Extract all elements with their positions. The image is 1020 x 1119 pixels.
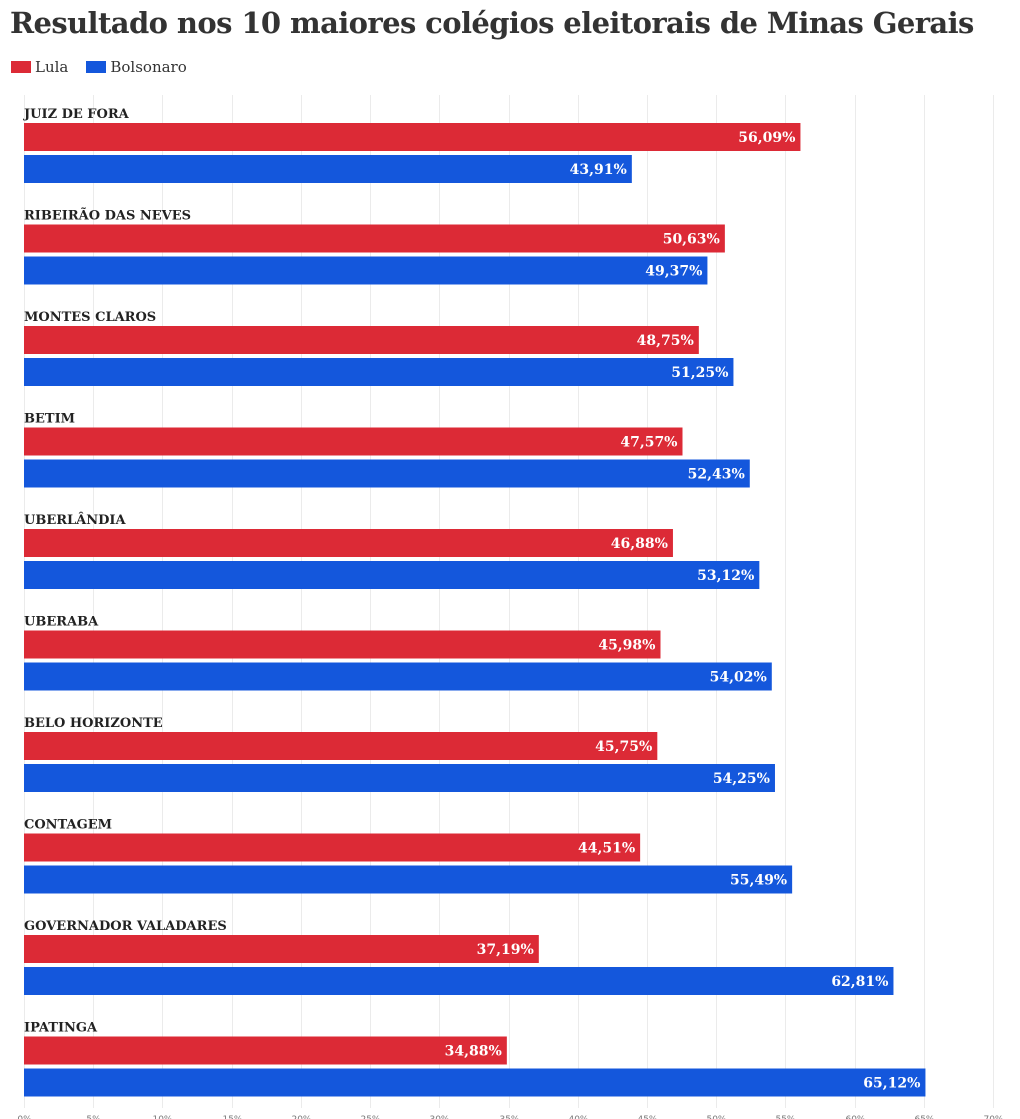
data-label-lula: 47,57% bbox=[620, 435, 677, 451]
bar-lula bbox=[24, 1036, 507, 1065]
data-label-bolsonaro: 65,12% bbox=[863, 1076, 920, 1092]
data-label-bolsonaro: 55,49% bbox=[730, 873, 787, 889]
bar-lula bbox=[24, 529, 673, 557]
x-tick-label: 35% bbox=[499, 1115, 519, 1119]
x-tick-label: 0% bbox=[17, 1115, 32, 1119]
category-group-uberlandia: UBERLÂNDIA 46,88% 53,12% bbox=[24, 512, 760, 589]
data-label-lula: 48,75% bbox=[637, 333, 694, 349]
legend-item-lula: Lula bbox=[11, 58, 68, 76]
bar-lula bbox=[24, 326, 699, 354]
bar-lula bbox=[24, 630, 661, 659]
bar-lula bbox=[24, 123, 801, 151]
x-axis-ticks: 0% 5% 10% 15% 20% 25% 30% 35% 40% 45% 50% 55% 60% 65%… bbox=[17, 1115, 1004, 1119]
x-tick-label: 10% bbox=[152, 1115, 172, 1119]
data-label-bolsonaro: 62,81% bbox=[831, 974, 888, 990]
legend-label-lula: Lula bbox=[35, 58, 69, 76]
x-tick-label: 60% bbox=[845, 1115, 865, 1119]
category-group-contagem: CONTAGEM 44,51% 55,49% bbox=[24, 818, 793, 894]
bar-bolsonaro bbox=[24, 764, 775, 792]
category-label: UBERLÂNDIA bbox=[24, 512, 127, 528]
category-group-belo-horizonte: BELO HORIZONTE 45,75% 54,25% bbox=[24, 716, 775, 792]
category-label: RIBEIRÃO DAS NEVES bbox=[24, 208, 191, 224]
data-label-bolsonaro: 54,25% bbox=[713, 771, 770, 787]
x-tick-label: 25% bbox=[360, 1115, 380, 1119]
data-label-bolsonaro: 43,91% bbox=[570, 162, 627, 178]
data-label-lula: 45,75% bbox=[595, 739, 652, 755]
bar-bolsonaro bbox=[24, 358, 734, 386]
data-label-bolsonaro: 51,25% bbox=[671, 365, 728, 381]
category-group-montes-claros: MONTES CLAROS 48,75% 51,25% bbox=[24, 310, 734, 386]
legend: Lula Bolsonaro bbox=[11, 58, 205, 76]
data-label-bolsonaro: 53,12% bbox=[697, 568, 754, 584]
x-tick-label: 55% bbox=[775, 1115, 795, 1119]
category-group-betim: BETIM 47,57% 52,43% bbox=[24, 412, 750, 488]
data-label-lula: 44,51% bbox=[578, 841, 635, 857]
category-label: MONTES CLAROS bbox=[24, 310, 156, 325]
data-label-lula: 34,88% bbox=[445, 1044, 502, 1060]
x-tick-label: 50% bbox=[706, 1115, 726, 1119]
category-group-governador-valadares: GOVERNADOR VALADARES 37,19% 62,81% bbox=[24, 919, 894, 995]
data-label-lula: 50,63% bbox=[663, 232, 720, 248]
category-label: CONTAGEM bbox=[24, 818, 112, 833]
bar-lula bbox=[24, 427, 683, 456]
x-tick-label: 20% bbox=[291, 1115, 311, 1119]
x-tick-label: 5% bbox=[86, 1115, 101, 1119]
legend-swatch-lula bbox=[11, 61, 31, 73]
data-label-lula: 56,09% bbox=[738, 130, 795, 146]
category-label: UBERABA bbox=[24, 615, 99, 630]
category-group-ribeirao-das-neves: RIBEIRÃO DAS NEVES 50,63% 49,37% bbox=[24, 208, 725, 285]
bar-bolsonaro bbox=[24, 1068, 926, 1097]
bar-bolsonaro bbox=[24, 459, 750, 488]
bar-lula bbox=[24, 732, 658, 760]
data-label-bolsonaro: 49,37% bbox=[645, 264, 702, 280]
category-label: BETIM bbox=[24, 412, 75, 427]
x-tick-label: 45% bbox=[637, 1115, 657, 1119]
bar-bolsonaro bbox=[24, 662, 772, 691]
category-group-juiz-de-fora: JUIZ DE FORA 56,09% 43,91% bbox=[23, 107, 801, 183]
bar-bolsonaro bbox=[24, 967, 894, 995]
x-tick-label: 70% bbox=[983, 1115, 1003, 1119]
data-label-bolsonaro: 52,43% bbox=[688, 467, 745, 483]
legend-label-bolsonaro: Bolsonaro bbox=[110, 58, 187, 76]
bars: JUIZ DE FORA 56,09% 43,91% RIBEIRÃO DAS NEV… bbox=[23, 107, 926, 1097]
bar-bolsonaro bbox=[24, 155, 632, 183]
bar-lula bbox=[24, 833, 641, 862]
category-label: JUIZ DE FORA bbox=[23, 107, 130, 122]
bar-lula bbox=[24, 935, 539, 963]
category-label: GOVERNADOR VALADARES bbox=[24, 919, 227, 934]
category-group-uberaba: UBERABA 45,98% 54,02% bbox=[24, 615, 772, 691]
x-tick-label: 15% bbox=[222, 1115, 242, 1119]
legend-item-bolsonaro: Bolsonaro bbox=[86, 58, 187, 76]
bar-bolsonaro bbox=[24, 256, 708, 285]
category-group-ipatinga: IPATINGA 34,88% 65,12% bbox=[24, 1021, 926, 1097]
bar-bolsonaro bbox=[24, 865, 793, 894]
bar-lula bbox=[24, 224, 725, 253]
x-tick-label: 65% bbox=[914, 1115, 934, 1119]
data-label-lula: 37,19% bbox=[477, 942, 534, 958]
data-label-lula: 46,88% bbox=[611, 536, 668, 552]
bar-bolsonaro bbox=[24, 561, 760, 589]
chart-title: Resultado nos 10 maiores colégios eleito… bbox=[10, 6, 974, 40]
data-label-lula: 45,98% bbox=[598, 638, 655, 654]
x-tick-label: 40% bbox=[568, 1115, 588, 1119]
x-tick-label: 30% bbox=[429, 1115, 449, 1119]
category-label: IPATINGA bbox=[24, 1021, 98, 1036]
legend-swatch-bolsonaro bbox=[86, 61, 107, 73]
data-label-bolsonaro: 54,02% bbox=[710, 670, 767, 686]
category-label: BELO HORIZONTE bbox=[24, 716, 163, 731]
